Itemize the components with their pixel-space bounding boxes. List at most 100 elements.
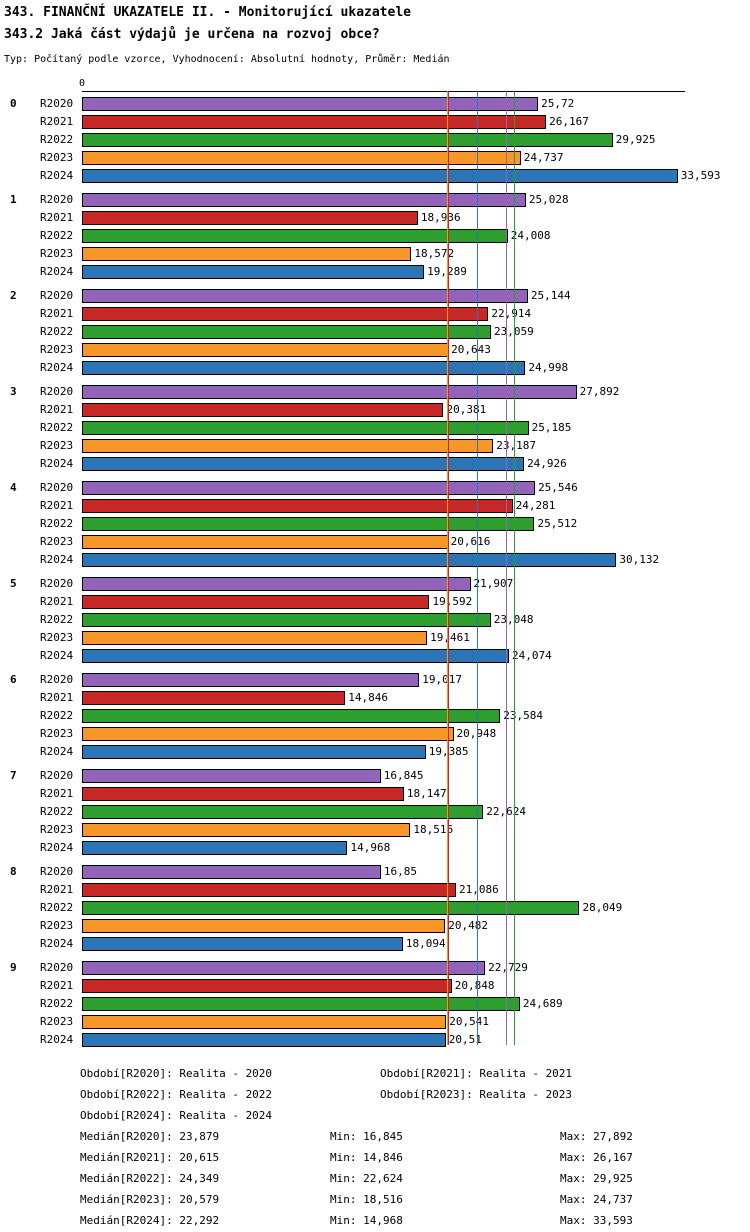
bar-R2024-group-9	[82, 1032, 446, 1047]
bar-row-4-R2023: R2023 20,616	[0, 533, 750, 551]
bar-R2020-group-4	[82, 480, 536, 495]
series-label-R2024: R2024	[40, 361, 74, 375]
bar-R2024-group-1	[82, 264, 425, 279]
series-label-R2022: R2022	[40, 229, 74, 243]
bar-value-label: 21,907	[473, 577, 514, 591]
stat-median-label: Medián[R2021]: 20,615	[80, 1150, 220, 1164]
bar-value-label: 24,689	[522, 997, 563, 1011]
group-label-0: 0	[10, 97, 17, 111]
bar-row-7-R2021: R2021 18,147	[0, 785, 750, 803]
series-label-R2024: R2024	[40, 169, 74, 183]
bar-R2022-group-3	[82, 420, 529, 435]
chart-legend-footer: Období[R2020]: Realita - 2020 Období[R202…	[0, 1063, 750, 1231]
bar-value-label: 16,85	[383, 865, 417, 879]
bar-row-0-R2022: R2022 29,925	[0, 131, 750, 149]
stat-row-0: Medián[R2020]: 23,879 Min: 16,845 Max: 27,…	[80, 1126, 750, 1147]
bar-R2024-group-5	[82, 648, 509, 663]
bar-group-0: 0 R2020 25,72 R2021 26,167 R2022 29,925 R2023 24…	[0, 95, 750, 185]
bar-row-1-R2020: 1 R2020 25,028	[0, 191, 750, 209]
bar-value-label: 16,845	[383, 769, 424, 783]
series-label-R2023: R2023	[40, 823, 74, 837]
series-label-R2021: R2021	[40, 307, 74, 321]
series-label-R2020: R2020	[40, 97, 74, 111]
bar-R2022-group-9	[82, 996, 520, 1011]
series-label-R2023: R2023	[40, 247, 74, 261]
bar-row-8-R2024: R2024 18,094	[0, 935, 750, 953]
bar-group-9: 9 R2020 22,729 R2021 20,848 R2022 24,689 R2023 2…	[0, 959, 750, 1049]
group-label-4: 4	[10, 481, 17, 495]
stat-max-label: Max: 26,167	[560, 1150, 633, 1164]
report-meta: Typ: Počítaný podle vzorce, Vyhodnocení:…	[4, 53, 450, 65]
series-label-R2024: R2024	[40, 265, 74, 279]
plot-area: 0 R2020 25,72 R2021 26,167 R2022 29,925 R2023 24…	[0, 91, 750, 1049]
bar-value-label: 18,572	[414, 247, 455, 261]
bar-row-5-R2021: R2021 19,592	[0, 593, 750, 611]
bar-value-label: 23,187	[496, 439, 536, 453]
bar-R2020-group-0	[82, 96, 539, 111]
bar-value-label: 24,926	[527, 457, 567, 471]
bar-row-0-R2020: 0 R2020 25,72	[0, 95, 750, 113]
bar-row-3-R2024: R2024 24,926	[0, 455, 750, 473]
series-label-R2024: R2024	[40, 745, 74, 759]
bar-value-label: 20,616	[450, 535, 491, 549]
series-label-R2024: R2024	[40, 1033, 74, 1047]
bar-row-9-R2023: R2023 20,541	[0, 1013, 750, 1031]
bar-R2022-group-2	[82, 324, 491, 339]
bar-row-2-R2024: R2024 24,998	[0, 359, 750, 377]
bar-R2022-group-8	[82, 900, 580, 915]
stat-median-label: Medián[R2024]: 22,292	[80, 1213, 220, 1227]
stat-max-label: Max: 27,892	[560, 1129, 633, 1143]
bar-row-9-R2024: R2024 20,51	[0, 1031, 750, 1049]
bar-R2024-group-0	[82, 168, 678, 183]
series-label-R2021: R2021	[40, 595, 74, 609]
bar-row-5-R2022: R2022 23,048	[0, 611, 750, 629]
bar-row-0-R2023: R2023 24,737	[0, 149, 750, 167]
legend-period-label: Období[R2023]: Realita - 2023	[380, 1087, 573, 1101]
stat-max-label: Max: 33,593	[560, 1213, 633, 1227]
bar-value-label: 22,914	[491, 307, 532, 321]
bar-row-6-R2020: 6 R2020 19,017	[0, 671, 750, 689]
legend-period-row-2: Období[R2024]: Realita - 2024	[80, 1105, 750, 1126]
bar-R2020-group-9	[82, 960, 486, 975]
bar-group-4: 4 R2020 25,546 R2021 24,281 R2022 25,512 R2023 2…	[0, 479, 750, 569]
bar-group-6: 6 R2020 19,017 R2021 14,846 R2022 23,584 R2023 2…	[0, 671, 750, 761]
bar-value-label: 19,461	[430, 631, 470, 645]
bar-R2023-group-0	[82, 150, 521, 165]
bar-R2020-group-6	[82, 672, 420, 687]
series-label-R2023: R2023	[40, 151, 74, 165]
bar-row-7-R2024: R2024 14,968	[0, 839, 750, 857]
bar-value-label: 24,008	[510, 229, 551, 243]
bar-row-1-R2023: R2023 18,572	[0, 245, 750, 263]
series-label-R2023: R2023	[40, 343, 74, 357]
bar-value-label: 24,281	[515, 499, 556, 513]
bar-row-4-R2021: R2021 24,281	[0, 497, 750, 515]
bar-value-label: 28,049	[582, 901, 623, 915]
bar-row-7-R2023: R2023 18,516	[0, 821, 750, 839]
bar-R2021-group-6	[82, 690, 346, 705]
group-label-8: 8	[10, 865, 17, 879]
bar-value-label: 19,592	[432, 595, 473, 609]
series-label-R2020: R2020	[40, 193, 74, 207]
bar-group-1: 1 R2020 25,028 R2021 18,936 R2022 24,008 R2023 1…	[0, 191, 750, 281]
series-label-R2024: R2024	[40, 937, 74, 951]
bar-row-2-R2022: R2022 23,059	[0, 323, 750, 341]
bar-group-2: 2 R2020 25,144 R2021 22,914 R2022 23,059 R2023 2…	[0, 287, 750, 377]
bar-value-label: 25,185	[531, 421, 572, 435]
stat-row-3: Medián[R2023]: 20,579 Min: 18,516 Max: 24,…	[80, 1189, 750, 1210]
series-label-R2020: R2020	[40, 961, 74, 975]
bar-R2020-group-3	[82, 384, 577, 399]
bar-R2020-group-1	[82, 192, 526, 207]
series-label-R2020: R2020	[40, 673, 74, 687]
series-label-R2020: R2020	[40, 769, 74, 783]
bar-value-label: 19,289	[427, 265, 467, 279]
bar-row-7-R2022: R2022 22,624	[0, 803, 750, 821]
legend-period-label: Období[R2021]: Realita - 2021	[380, 1066, 573, 1080]
series-label-R2021: R2021	[40, 499, 74, 513]
bar-row-9-R2020: 9 R2020 22,729	[0, 959, 750, 977]
bar-value-label: 20,51	[448, 1033, 482, 1047]
bar-value-label: 25,72	[541, 97, 575, 111]
bar-R2020-group-2	[82, 288, 528, 303]
series-label-R2021: R2021	[40, 979, 74, 993]
bar-row-9-R2021: R2021 20,848	[0, 977, 750, 995]
